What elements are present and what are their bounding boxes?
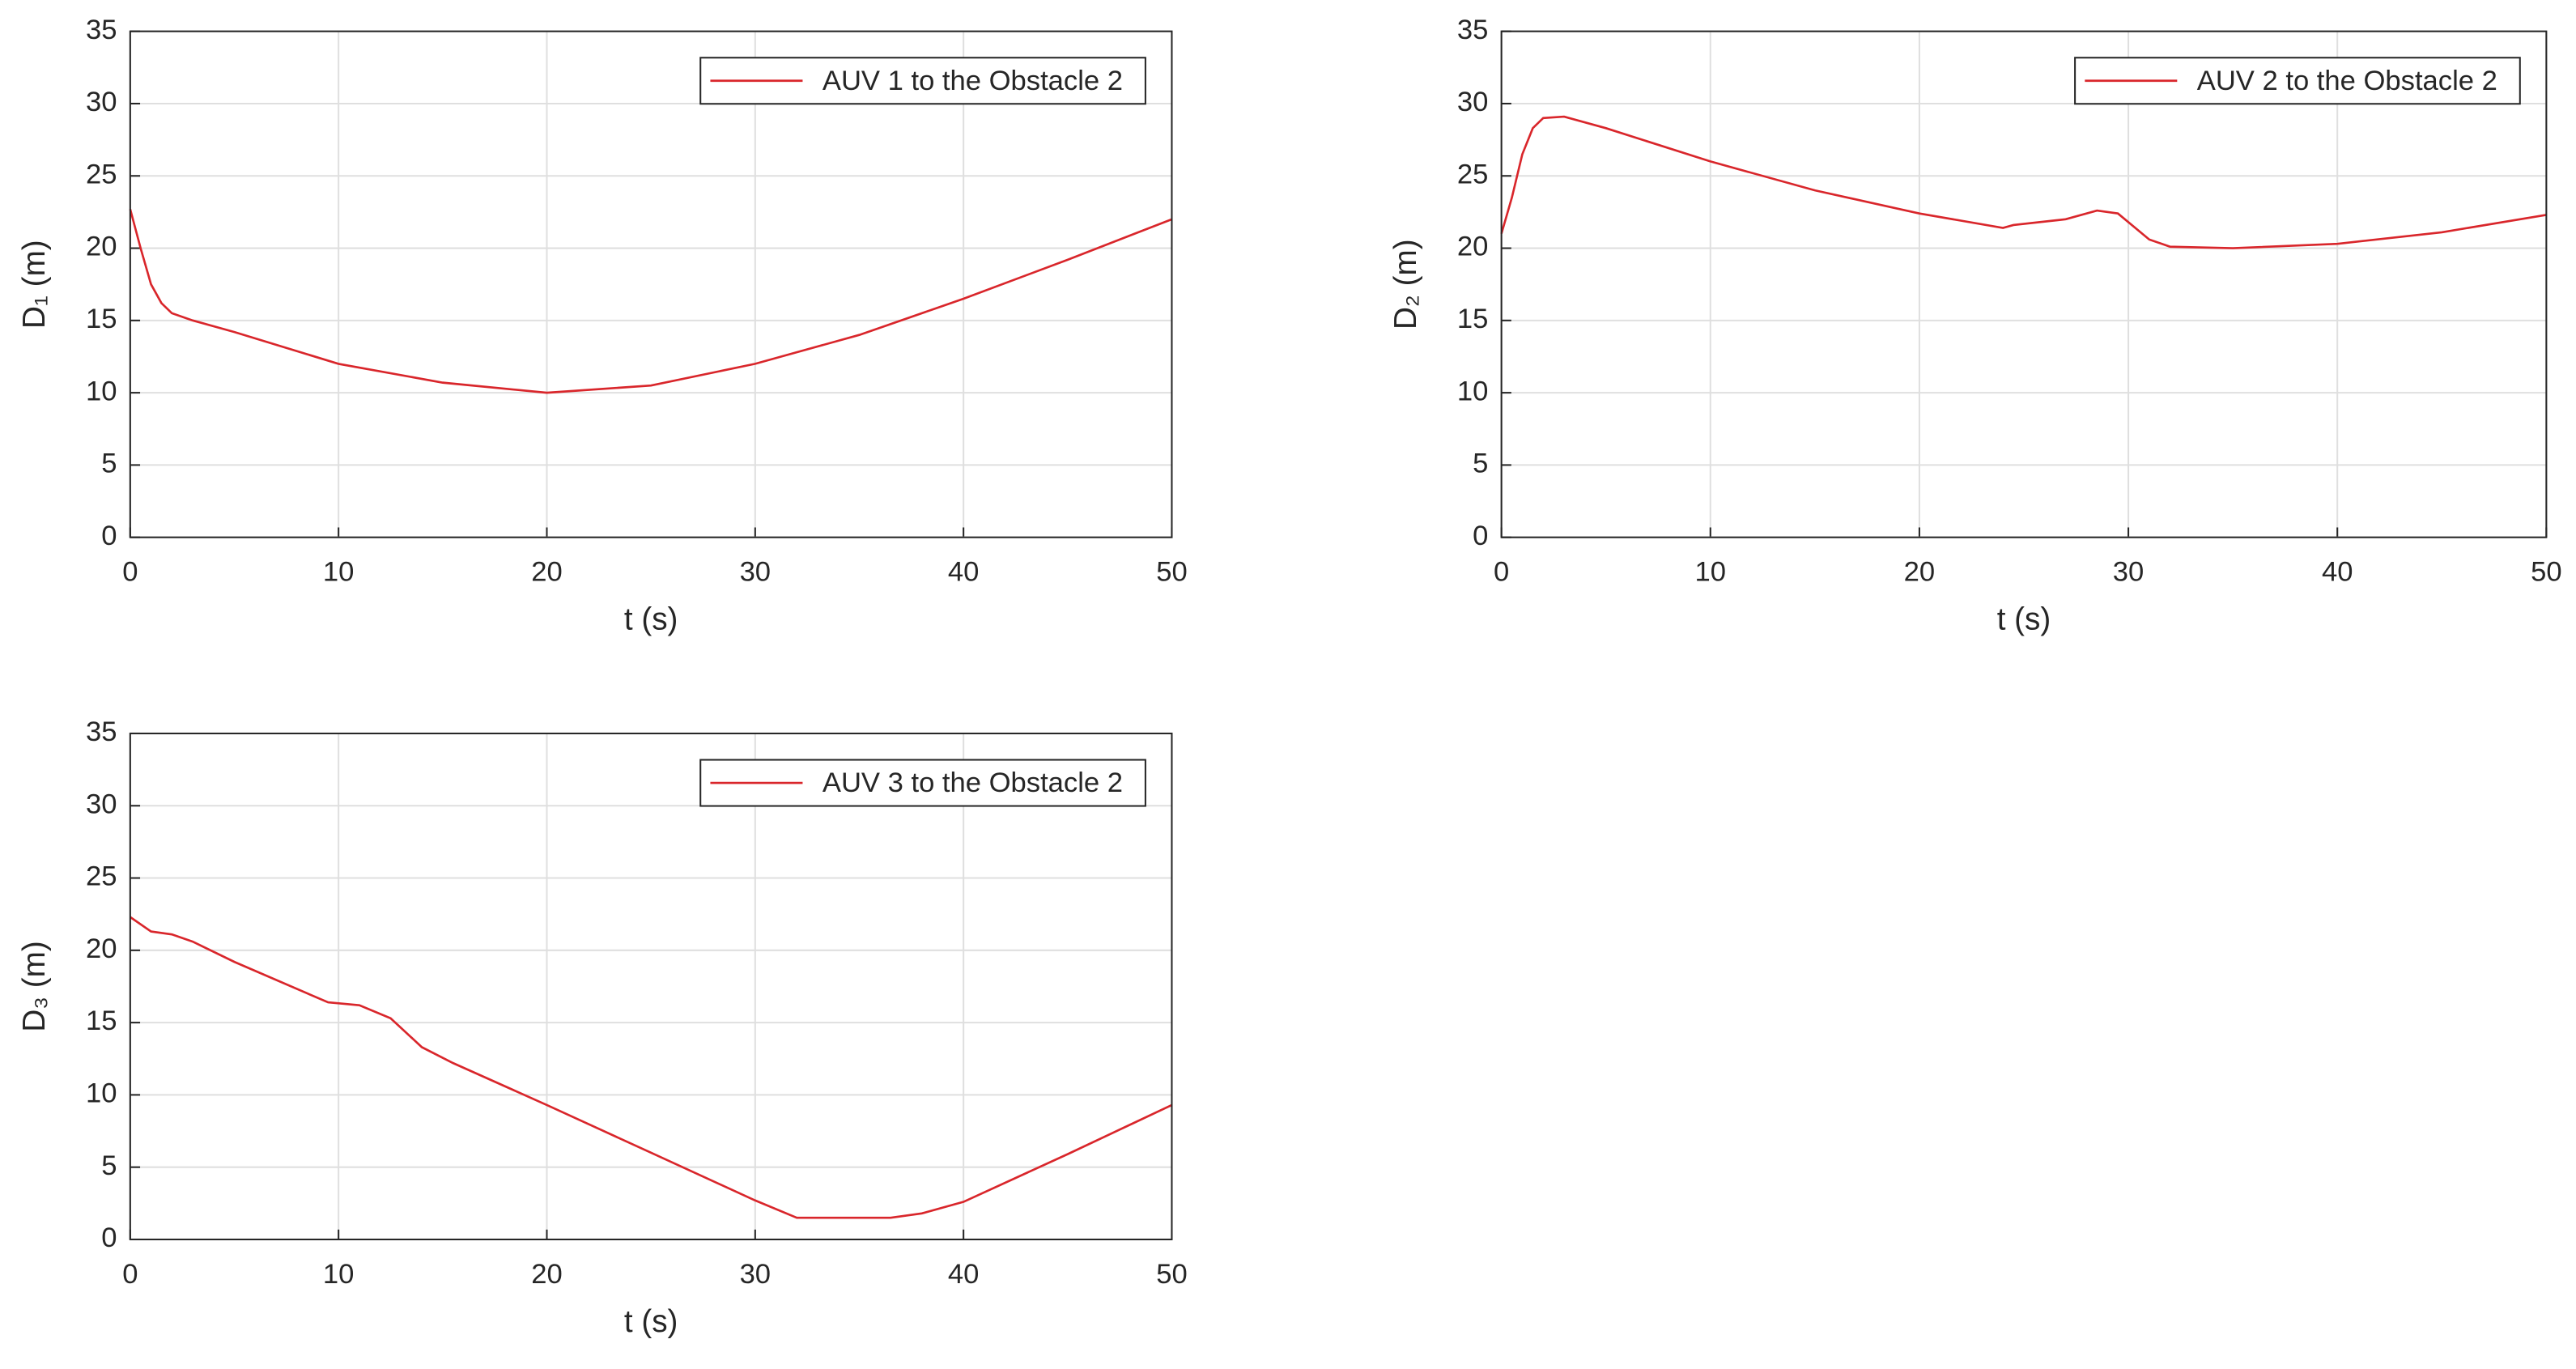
x-tick-label: 30: [740, 557, 771, 588]
y-tick-label: 15: [1457, 304, 1488, 334]
y-tick-label: 15: [86, 304, 117, 334]
y-tick-label: 0: [101, 1222, 117, 1253]
y-tick-label: 5: [1473, 449, 1488, 479]
y-axis-label: D₁ (m): [17, 240, 52, 329]
y-tick-label: 0: [101, 521, 117, 551]
x-tick-label: 30: [2113, 557, 2144, 588]
y-tick-label: 30: [1457, 87, 1488, 117]
y-tick-label: 10: [1457, 376, 1488, 406]
x-axis-label: t (s): [624, 1304, 678, 1339]
y-tick-label: 35: [86, 15, 117, 45]
y-tick-label: 5: [101, 449, 117, 479]
y-tick-label: 10: [86, 376, 117, 406]
x-tick-label: 10: [323, 557, 354, 588]
plot-area: [1501, 31, 2547, 538]
subplot: 0 10 20 30 40 50 0 5 10 15 20 25 30 35 t (s) D₂ (m) AUV …: [1388, 15, 2562, 637]
y-tick-label: 25: [86, 159, 117, 189]
x-tick-label: 0: [1494, 557, 1509, 588]
plot-area: [130, 733, 1172, 1239]
y-tick-label: 15: [86, 1005, 117, 1036]
x-tick-label: 10: [323, 1259, 354, 1290]
y-tick-label: 5: [101, 1150, 117, 1181]
y-tick-label: 25: [86, 861, 117, 892]
legend-label: AUV 1 to the Obstacle 2: [823, 66, 1123, 96]
x-tick-label: 20: [1904, 557, 1935, 588]
x-tick-label: 0: [122, 557, 138, 588]
x-axis-label: t (s): [1997, 602, 2051, 637]
x-tick-label: 20: [531, 557, 562, 588]
y-tick-label: 35: [1457, 15, 1488, 45]
y-axis-label: D₃ (m): [17, 941, 52, 1031]
y-tick-label: 30: [86, 789, 117, 819]
x-tick-label: 10: [1695, 557, 1726, 588]
y-tick-label: 10: [86, 1078, 117, 1109]
data-line: [130, 916, 1173, 1219]
plot-area: [130, 31, 1172, 538]
x-tick-label: 40: [2322, 557, 2353, 588]
y-tick-label: 20: [86, 232, 117, 262]
y-axis-label: D₂ (m): [1388, 239, 1423, 329]
x-tick-label: 50: [1156, 557, 1187, 588]
x-tick-label: 40: [948, 557, 979, 588]
subplot: 0 10 20 30 40 50 0 5 10 15 20 25 30 35 t (s) D₁ (m) AUV …: [17, 15, 1188, 637]
y-tick-label: 25: [1457, 159, 1488, 189]
axes-box: [129, 732, 1173, 1240]
data-line: [1500, 115, 2547, 249]
x-axis-label: t (s): [624, 602, 678, 637]
legend-label: AUV 3 to the Obstacle 2: [823, 767, 1123, 798]
data-line: [129, 208, 1172, 394]
x-tick-label: 20: [531, 1259, 562, 1290]
x-tick-label: 50: [1156, 1259, 1187, 1290]
x-tick-label: 40: [948, 1259, 979, 1290]
y-tick-label: 30: [86, 87, 117, 117]
axes-box: [1500, 30, 2548, 538]
x-tick-label: 0: [122, 1259, 138, 1290]
y-tick-label: 35: [86, 716, 117, 747]
legend-label: AUV 2 to the Obstacle 2: [2197, 66, 2497, 96]
y-tick-label: 20: [1457, 232, 1488, 262]
x-tick-label: 50: [2531, 557, 2561, 588]
axes-box: [129, 30, 1173, 538]
y-tick-label: 20: [86, 933, 117, 964]
x-tick-label: 30: [740, 1259, 771, 1290]
subplot: 0 10 20 30 40 50 0 5 10 15 20 25 30 35 t (s) D₃ (m) AUV …: [17, 716, 1188, 1339]
y-tick-label: 0: [1473, 521, 1488, 551]
